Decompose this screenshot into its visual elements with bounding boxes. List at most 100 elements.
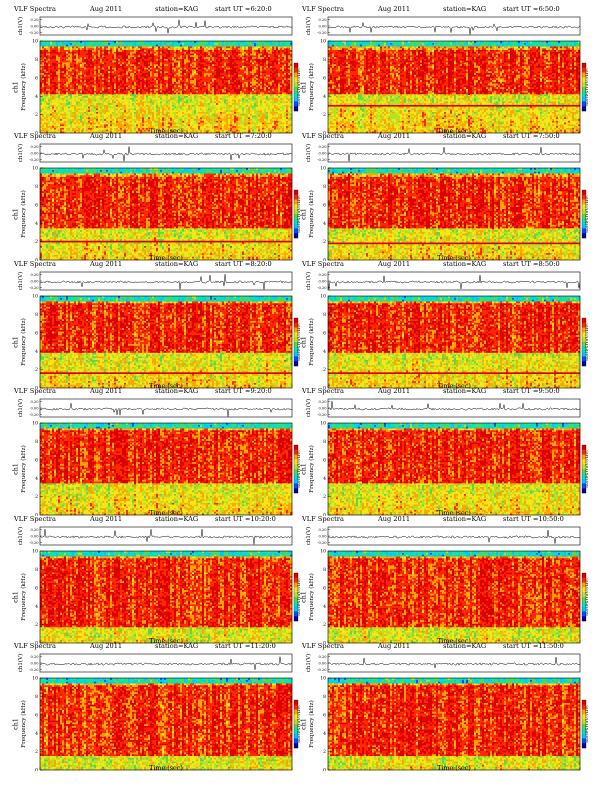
spectrogram-cell [290,104,293,107]
spectrogram-cell [40,111,43,114]
spectrogram-cell [180,106,183,109]
spectrogram-cell [278,76,281,81]
spectrogram-cell [66,87,69,89]
spectrogram-cell [62,71,65,73]
spectrogram-cell [172,127,175,130]
spectrogram-cell [88,83,91,86]
spectrogram-cell [216,44,219,47]
spectrogram-cell [180,79,183,82]
spectrogram-cell [152,97,155,100]
spectrogram-cell [208,125,211,128]
spectrogram-cell [128,41,131,43]
spectrogram-cell [116,127,119,134]
spectrogram-cell [62,44,65,47]
spectrogram-cell [236,78,239,81]
spectrogram-cell [340,95,343,98]
spectrogram-cell [184,83,187,86]
spectrogram-cell [204,95,207,98]
spectrogram-cell [330,72,333,75]
spectrogram-cell [100,64,103,68]
spectrogram-cell [106,44,109,47]
spectrogram-cell [192,55,195,58]
spectrogram-cell [358,60,361,63]
spectrogram-cell [344,48,347,52]
spectrogram-cell [160,101,163,104]
spectrogram-cell [202,71,205,83]
spectrogram-cell [86,90,89,95]
spectrogram-cell [206,74,209,82]
spectrogram-cell [250,127,253,130]
spectrogram-cell [114,42,117,45]
spectrogram-cell [148,67,151,70]
spectrogram-cell [216,42,219,45]
spectrogram-cell [200,48,203,50]
spectrogram-cell [254,88,257,91]
spectrogram-cell [180,83,183,86]
spectrogram-cell [152,110,155,112]
spectrogram-cell [348,113,351,120]
spectrogram-cell [114,92,117,95]
spectrogram-cell [202,46,205,49]
spectrogram-cell [242,62,245,66]
panel-header-date: Aug 2011 [378,6,410,13]
spectrogram-cell [160,62,163,66]
spectrogram-cell [64,99,67,104]
spectrogram-cell [160,115,163,118]
spectrogram-cell [346,67,349,70]
spectrogram-cell [52,55,55,59]
spectrogram-cell [210,94,213,98]
spectrogram-cell [206,125,209,128]
spectrogram-cell [348,104,351,107]
spectrogram-cell [106,58,109,61]
spectrogram-cell [156,101,159,104]
spectrogram-cell [182,44,185,47]
spectrogram-cell [158,78,161,81]
spectrogram-cell [192,94,195,102]
spectrogram-cell [64,115,67,118]
spectrogram-cell [144,83,147,86]
spectrogram-cell [122,110,125,112]
spectrogram-cell [282,97,285,104]
spectrogram-cell [234,53,237,56]
spectrogram-cell [136,102,139,105]
spectrogram-cell [194,49,197,54]
spectrogram-cell [346,62,349,65]
spectrogram-cell [128,129,131,134]
spectrogram-cell [346,72,349,75]
spectrogram-cell [234,87,237,93]
spectrogram-cell [220,46,223,49]
spectrogram-cell [166,49,169,52]
spectrogram-cell [188,72,191,79]
spectrogram-cell [42,127,45,132]
spectrogram-cell [368,48,371,52]
spectrogram-cell [114,60,117,63]
spectrogram-cell [102,65,105,68]
spectrogram-cell [170,44,173,47]
spectrogram-cell [358,88,361,91]
spectrogram-cell [368,60,371,63]
spectrogram-cell [106,88,109,93]
spectrogram-cell [100,69,103,74]
spectrogram-cell [62,113,65,116]
spectrogram-cell [186,104,189,109]
spectrogram-cell [80,127,83,134]
colorbar-frame [293,62,299,112]
spectrogram-cell [106,118,109,121]
spectrogram-cell [190,79,193,84]
spectrogram-cell [134,90,137,95]
spectrogram-cell [186,78,189,82]
spectrogram-cell [276,58,279,61]
spectrogram-cell [346,74,349,77]
spectrogram-cell [72,60,75,63]
spectrogram-cell [122,101,125,104]
spectrogram-cell [176,125,179,128]
spectrogram-cell [106,92,109,95]
spectrogram-cell [172,124,175,127]
spectrogram-cell [190,53,193,56]
spectrogram-cell [44,71,47,73]
spectrogram-cell [102,53,105,56]
spectrogram-cell [54,127,57,130]
spectrogram-cell [102,122,105,125]
spectrogram-cell [86,117,89,119]
spectrogram-cell [164,120,167,127]
